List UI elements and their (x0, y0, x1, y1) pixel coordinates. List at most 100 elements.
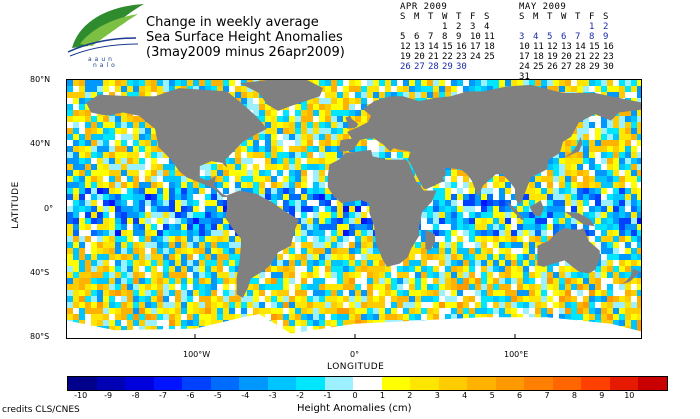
landmass-south-america (225, 190, 299, 298)
calendar-day: 20 (561, 52, 572, 62)
sea-surface-height-map (66, 79, 642, 339)
calendar-day: 17 (519, 52, 530, 62)
calendar-day: 5 (547, 32, 553, 42)
color-scale-swatch (524, 377, 553, 390)
landmass-sumatra (507, 201, 525, 220)
calendar-day: 12 (400, 42, 411, 52)
calendar-day: 28 (428, 62, 439, 72)
calendar-weekday: S (603, 12, 609, 22)
landmass-greenland (239, 80, 323, 111)
calendar-day: 29 (442, 62, 453, 72)
calendar-day: 24 (519, 62, 530, 72)
color-scale-label: 1 (379, 391, 385, 400)
calendar-day: 15 (589, 42, 600, 52)
y-tick-label: 40°N (30, 139, 51, 148)
color-scale-bar (67, 376, 668, 391)
color-scale-swatch (438, 377, 467, 390)
calendar-week-row: 31 (519, 72, 617, 82)
x-tick-label: 100°W (183, 350, 211, 359)
calendar-week-row: 26 27 28 29 30 (400, 62, 498, 72)
calendar-day: 7 (575, 32, 581, 42)
color-scale-swatch (638, 377, 667, 390)
calendar-weekday: T (456, 12, 462, 22)
y-tick-label: 80°S (30, 332, 50, 341)
calendar-day: 1 (589, 22, 595, 32)
calendar-day (575, 22, 589, 32)
calendar-day: 3 (470, 22, 476, 32)
calendar-day: 22 (442, 52, 453, 62)
calendar-day (470, 62, 484, 72)
color-scale-swatch (210, 377, 239, 390)
calendar-day: 21 (575, 52, 586, 62)
calendar-day: 11 (533, 42, 544, 52)
calendar-week-row: 10 11 12 13 14 15 16 (519, 42, 617, 52)
color-scale-swatch (495, 377, 524, 390)
landmass-new-zealand (620, 268, 640, 285)
color-scale-label: 2 (407, 391, 413, 400)
color-scale-label: -1 (323, 391, 332, 400)
calendar-title: MAY 2009 (519, 2, 567, 12)
color-scale-label: -3 (268, 391, 277, 400)
calendar-day: 23 (603, 52, 614, 62)
x-tick-label: 100°E (504, 350, 529, 359)
y-tick-label: 40°S (30, 268, 50, 277)
color-scale-label: 8 (571, 391, 577, 400)
color-scale-label: 9 (599, 391, 605, 400)
landmass-new-guinea (564, 211, 595, 227)
color-scale-title: Height Anomalies (cm) (297, 403, 412, 414)
credits-text: credits CLS/CNES (2, 405, 80, 415)
calendar-week-row: 5 6 7 8 9 10 11 (400, 32, 498, 42)
calendar-day: 19 (400, 52, 411, 62)
calendar-weekday: S (484, 12, 490, 22)
calendar-day: 16 (456, 42, 467, 52)
color-scale-swatch (410, 377, 439, 390)
calendar-day: 27 (561, 62, 572, 72)
y-tick-label: 80°N (30, 75, 51, 84)
calendar-day: 26 (400, 62, 411, 72)
calendar-day: 3 (519, 32, 525, 42)
calendar-day: 10 (519, 42, 530, 52)
landmass-madagascar (425, 229, 435, 251)
calendar-day (519, 22, 533, 32)
calendar-day: 29 (589, 62, 600, 72)
calendar-april: APR 2009 S M T W T F S 1 2 3 4 5 6 7 8 9 10 11 12 13 14 15 16 1… (400, 2, 498, 72)
calendar-day: 18 (484, 42, 495, 52)
landmass-japan (563, 136, 583, 158)
calendar-weekday: F (470, 12, 476, 22)
calendar-day: 23 (456, 52, 467, 62)
calendar-day: 14 (428, 42, 439, 52)
calendar-weekday: S (400, 12, 406, 22)
color-scale-labels: -10 -9 -8 -7 -6 -5 -4 -3 -2 -1 0 1 2 3 4 5 6 7 8 9 10 (67, 391, 643, 403)
landmass-north-america (86, 88, 267, 197)
calendar-day: 10 (470, 32, 481, 42)
calendar-day: 11 (484, 32, 495, 42)
calendar-week-row: 12 13 14 15 16 17 18 (400, 42, 498, 52)
color-scale-swatch (153, 377, 182, 390)
color-scale-swatch (609, 377, 638, 390)
calendar-day: 2 (603, 22, 609, 32)
color-scale-swatch (96, 377, 125, 390)
calendar-day: 25 (484, 52, 495, 62)
map-title-line-3: (3may2009 minus 26apr2009) (146, 45, 345, 60)
calendar-day: 16 (603, 42, 614, 52)
calendar-day: 31 (519, 72, 530, 82)
calendar-day: 8 (589, 32, 595, 42)
color-scale-label: 6 (517, 391, 523, 400)
calendar-day: 20 (414, 52, 425, 62)
color-scale-swatch (381, 377, 410, 390)
calendar-day (484, 62, 498, 72)
calendar-day (400, 22, 414, 32)
color-scale-swatch (581, 377, 610, 390)
calendar-day: 1 (442, 22, 448, 32)
calendar-week-row: 19 20 21 22 23 24 25 (400, 52, 498, 62)
map-title-line-1: Change in weekly average (146, 15, 319, 30)
calendar-day: 13 (561, 42, 572, 52)
color-scale-label: 3 (434, 391, 440, 400)
calendar-day: 2 (456, 22, 462, 32)
calendar-day: 24 (470, 52, 481, 62)
landmass-antarctica (67, 314, 641, 338)
calendar-day: 8 (442, 32, 448, 42)
calendar-day (428, 22, 442, 32)
